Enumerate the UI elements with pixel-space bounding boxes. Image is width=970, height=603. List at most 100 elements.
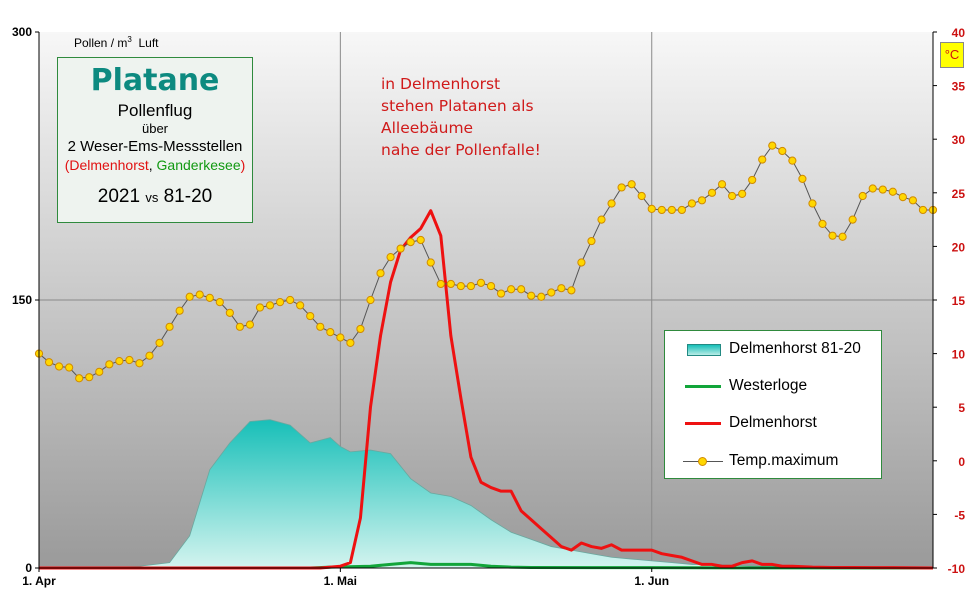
temp-point (547, 288, 556, 297)
temp-point (205, 293, 214, 302)
temp-point (496, 289, 506, 298)
temp-point (95, 367, 104, 376)
info-box: Platane Pollenflug über 2 Weser-Ems-Mess… (57, 57, 253, 223)
temp-point (326, 328, 335, 337)
temp-point (486, 281, 496, 291)
temp-point (125, 355, 134, 365)
info-stations: (Delmenhorst, Ganderkesee) (64, 157, 246, 173)
legend-swatch (685, 385, 721, 388)
y-right-tick-label: 30 (952, 133, 966, 147)
temp-point (687, 199, 697, 208)
temp-point (386, 253, 395, 262)
temp-point (717, 180, 727, 189)
temp-point (758, 155, 767, 164)
chart-legend: Delmenhorst 81-20 Westerloge Delmenhorst… (664, 330, 882, 479)
temp-point (54, 362, 64, 371)
legend-item-delmenhorst: Delmenhorst (677, 411, 877, 435)
temp-point (135, 359, 144, 368)
temp-point (697, 196, 707, 205)
temp-point (738, 189, 747, 198)
temp-point (255, 303, 265, 312)
temp-point (517, 285, 526, 294)
temp-point (838, 232, 847, 241)
annotation-note: in Delmenhorst stehen Platanen als Allee… (381, 73, 541, 161)
annotation-line: stehen Platanen als (381, 97, 534, 115)
legend-label: Westerloge (729, 377, 808, 394)
chart-title: Platane (90, 63, 220, 98)
legend-label: Delmenhorst 81-20 (729, 340, 861, 357)
temp-point (85, 373, 94, 382)
temp-point (898, 192, 907, 202)
temp-point (296, 301, 305, 310)
temp-point (165, 322, 174, 331)
x-tick-label: 1. Apr (22, 574, 56, 588)
info-comparison: 2021 vs 81-20 (97, 186, 213, 207)
temp-point (406, 238, 415, 247)
station-ganderkesee: Ganderkesee (156, 157, 241, 173)
temp-point (587, 236, 596, 246)
temp-point (436, 279, 445, 289)
temp-point (627, 180, 636, 189)
temp-point (195, 290, 204, 299)
temp-point (748, 175, 757, 185)
temp-point (225, 308, 234, 317)
temp-point (788, 156, 797, 165)
temp-point (376, 269, 385, 278)
x-tick-label: 1. Mai (324, 574, 357, 588)
x-tick-label: 1. Jun (634, 574, 669, 588)
temp-point (768, 141, 777, 150)
temp-point (647, 204, 656, 213)
temp-point (657, 205, 666, 215)
temp-point (858, 191, 867, 201)
temp-point (818, 219, 827, 228)
temp-point (918, 205, 928, 215)
legend-marker (698, 457, 707, 466)
station-delmenhorst: Delmenhorst (69, 157, 149, 173)
temp-point (466, 281, 476, 291)
temp-point (356, 324, 365, 334)
temp-point (567, 286, 576, 295)
legend-swatch (685, 422, 721, 425)
y-axis-right-unit: °C (940, 42, 964, 68)
temp-point (75, 374, 84, 383)
y-left-tick-label: 0 (25, 561, 32, 575)
y-right-tick-label: 15 (952, 294, 966, 308)
temp-point (366, 295, 375, 305)
temp-point (155, 338, 164, 347)
y-right-tick-label: -5 (954, 508, 965, 522)
temp-point (557, 284, 566, 293)
temp-point (275, 298, 285, 307)
temp-point (597, 215, 606, 224)
temp-point (728, 191, 737, 201)
temp-point (265, 301, 275, 310)
temp-point (336, 333, 345, 342)
temp-point (44, 358, 54, 367)
y-left-tick-label: 300 (12, 25, 32, 39)
temp-point (346, 338, 355, 347)
temp-point (286, 295, 295, 305)
y-right-tick-label: 0 (958, 455, 965, 469)
temp-point (778, 146, 787, 156)
temp-point (707, 188, 717, 197)
temp-point (808, 199, 817, 208)
temp-point (306, 311, 315, 321)
temp-point (527, 291, 536, 300)
temp-point (115, 357, 124, 366)
temp-point (677, 205, 686, 215)
temp-point (878, 185, 887, 194)
y-right-tick-label: 35 (952, 80, 966, 94)
annotation-line: Alleebäume (381, 119, 474, 137)
temp-point (848, 215, 857, 224)
info-line-stations-count: 2 Weser-Ems-Messstellen (67, 138, 243, 155)
series-delmenhorst-81-20-area (39, 419, 934, 569)
temp-point (507, 285, 516, 294)
temp-point (908, 196, 918, 205)
legend-label: Temp.maximum (729, 452, 839, 469)
y-right-tick-label: 25 (952, 187, 966, 201)
temp-point (667, 205, 676, 215)
temp-point (888, 187, 897, 196)
temp-point (476, 278, 486, 287)
y-right-tick-label: -10 (948, 562, 966, 576)
temp-point (617, 183, 626, 192)
annotation-line: in Delmenhorst (381, 75, 501, 93)
